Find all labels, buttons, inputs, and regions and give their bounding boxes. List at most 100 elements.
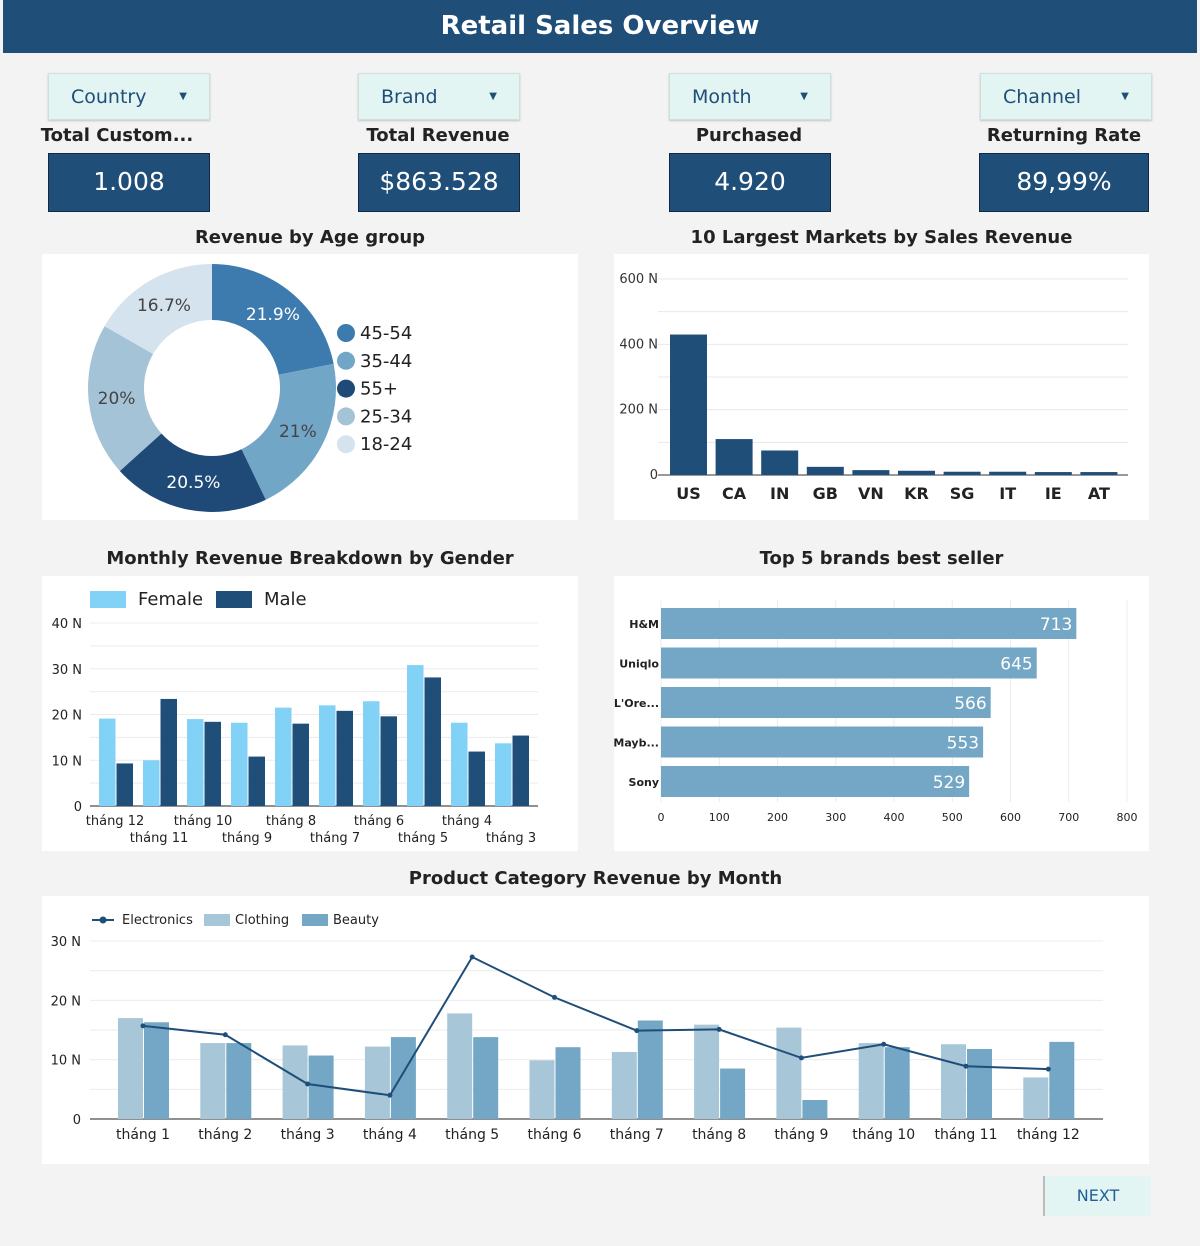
legend-label: 55+	[360, 379, 398, 400]
brand-filter[interactable]: Brand ▼	[358, 73, 520, 120]
legend-swatch	[337, 435, 355, 454]
bar-beauty	[555, 1047, 581, 1119]
x-tick-label: tháng 5	[398, 831, 448, 846]
bar-IT	[989, 471, 1027, 475]
x-tick-label: VN	[858, 484, 884, 503]
x-tick-label: 500	[942, 811, 963, 824]
y-tick-label: Sony	[629, 776, 659, 789]
donut-slice-18-24	[104, 264, 212, 355]
y-tick-label: 400 N	[619, 337, 658, 352]
slice-value-label: 21.9%	[246, 305, 300, 325]
x-tick-label: tháng 5	[445, 1127, 499, 1143]
x-tick-label: tháng 11	[935, 1127, 998, 1143]
legend-label: 25-34	[360, 406, 412, 427]
caret-down-icon: ▼	[800, 91, 808, 102]
legend-label: Female	[138, 589, 203, 610]
brands-chart-title: Top 5 brands best seller	[759, 548, 1004, 569]
legend-label: Clothing	[235, 913, 289, 928]
bar-CA	[715, 439, 753, 475]
x-tick-label: CA	[722, 484, 747, 503]
x-tick-label: tháng 10	[852, 1127, 915, 1143]
bar-IN	[761, 450, 799, 475]
y-tick-label: Uniqlo	[619, 658, 659, 671]
bar-female	[99, 718, 116, 806]
legend-swatch	[216, 591, 252, 608]
line-point	[222, 1032, 228, 1038]
x-tick-label: US	[676, 484, 701, 503]
x-tick-label: tháng 6	[527, 1127, 581, 1143]
donut-slice-25-34	[87, 326, 162, 471]
y-tick-label: 0	[74, 800, 82, 815]
legend-swatch	[204, 914, 230, 926]
x-tick-label: 200	[767, 811, 788, 824]
y-tick-label: 30 N	[51, 935, 81, 950]
bar-female	[495, 743, 512, 806]
kpi-purchased: 4.920	[669, 153, 831, 212]
legend-label: Electronics	[122, 913, 193, 928]
x-tick-label: tháng 2	[198, 1127, 252, 1143]
bar-clothing	[447, 1013, 473, 1119]
page-title: Retail Sales Overview	[3, 0, 1197, 53]
y-tick-label: H&M	[629, 618, 659, 631]
next-button[interactable]: NEXT	[1043, 1176, 1151, 1216]
y-tick-label: 40 N	[52, 617, 82, 632]
bar-GB	[806, 466, 844, 475]
y-tick-label: 20 N	[51, 994, 81, 1009]
slice-value-label: 20.5%	[166, 473, 220, 493]
bar-clothing	[776, 1027, 802, 1119]
x-tick-label: 0	[658, 811, 665, 824]
bar-male	[248, 756, 265, 806]
bar-KR	[898, 470, 935, 475]
bar-female	[319, 705, 336, 806]
channel-filter[interactable]: Channel ▼	[980, 73, 1152, 120]
line-point	[716, 1026, 722, 1032]
donut-slice-55+	[119, 433, 266, 512]
product-chart-title: Product Category Revenue by Month	[408, 868, 783, 889]
kpi-returning-rate: 89,99%	[979, 153, 1149, 212]
x-tick-label: tháng 8	[266, 814, 316, 829]
filter-label: Month	[692, 86, 752, 108]
bar-brand	[661, 726, 984, 758]
gender-chart-title: Monthly Revenue Breakdown by Gender	[106, 548, 514, 569]
filter-label: Brand	[381, 86, 438, 108]
bar-beauty	[1049, 1041, 1075, 1119]
x-tick-label: tháng 10	[174, 814, 232, 829]
bar-female	[363, 701, 380, 806]
bar-brand	[661, 647, 1037, 679]
month-filter[interactable]: Month ▼	[669, 73, 831, 120]
bar-VN	[852, 470, 890, 475]
legend-swatch	[337, 324, 355, 342]
legend-label: Male	[264, 589, 307, 610]
slice-value-label: 20%	[98, 389, 136, 409]
bar-beauty	[226, 1043, 252, 1119]
y-tick-label: L'Ore...	[614, 697, 659, 710]
x-tick-label: tháng 12	[1017, 1127, 1080, 1143]
y-tick-label: Mayb...	[614, 737, 659, 750]
legend-label: 45-54	[360, 323, 412, 344]
y-tick-label: 600 N	[619, 272, 658, 287]
y-tick-label: 200 N	[619, 403, 658, 418]
x-tick-label: tháng 7	[610, 1127, 664, 1143]
x-tick-label: 600	[1000, 811, 1021, 824]
line-electronics	[142, 955, 1049, 1097]
bar-beauty	[967, 1048, 992, 1119]
line-point	[305, 1081, 311, 1087]
legend-label: Beauty	[333, 913, 379, 928]
y-tick-label: 20 N	[52, 709, 82, 724]
bar-female	[143, 760, 160, 806]
bar-beauty	[884, 1047, 910, 1119]
x-tick-label: SG	[950, 484, 975, 503]
bar-female	[275, 707, 292, 806]
age-chart-title: Revenue by Age group	[194, 227, 426, 248]
product-combo-chart: 0 10 N 20 N 30 N tháng 1 tháng 2 tháng 3 tháng …	[42, 896, 1149, 1164]
x-tick-label: KR	[904, 484, 929, 503]
bar-male	[512, 735, 529, 806]
x-tick-label: 100	[709, 811, 730, 824]
y-tick-label: 10 N	[51, 1054, 81, 1069]
line-point	[1045, 1066, 1051, 1072]
line-point	[552, 994, 557, 1000]
kpi-label-returning: Returning Rate	[986, 125, 1142, 146]
line-point	[634, 1028, 640, 1034]
bar-value-label: 566	[954, 694, 986, 714]
country-filter[interactable]: Country ▼	[48, 73, 210, 120]
